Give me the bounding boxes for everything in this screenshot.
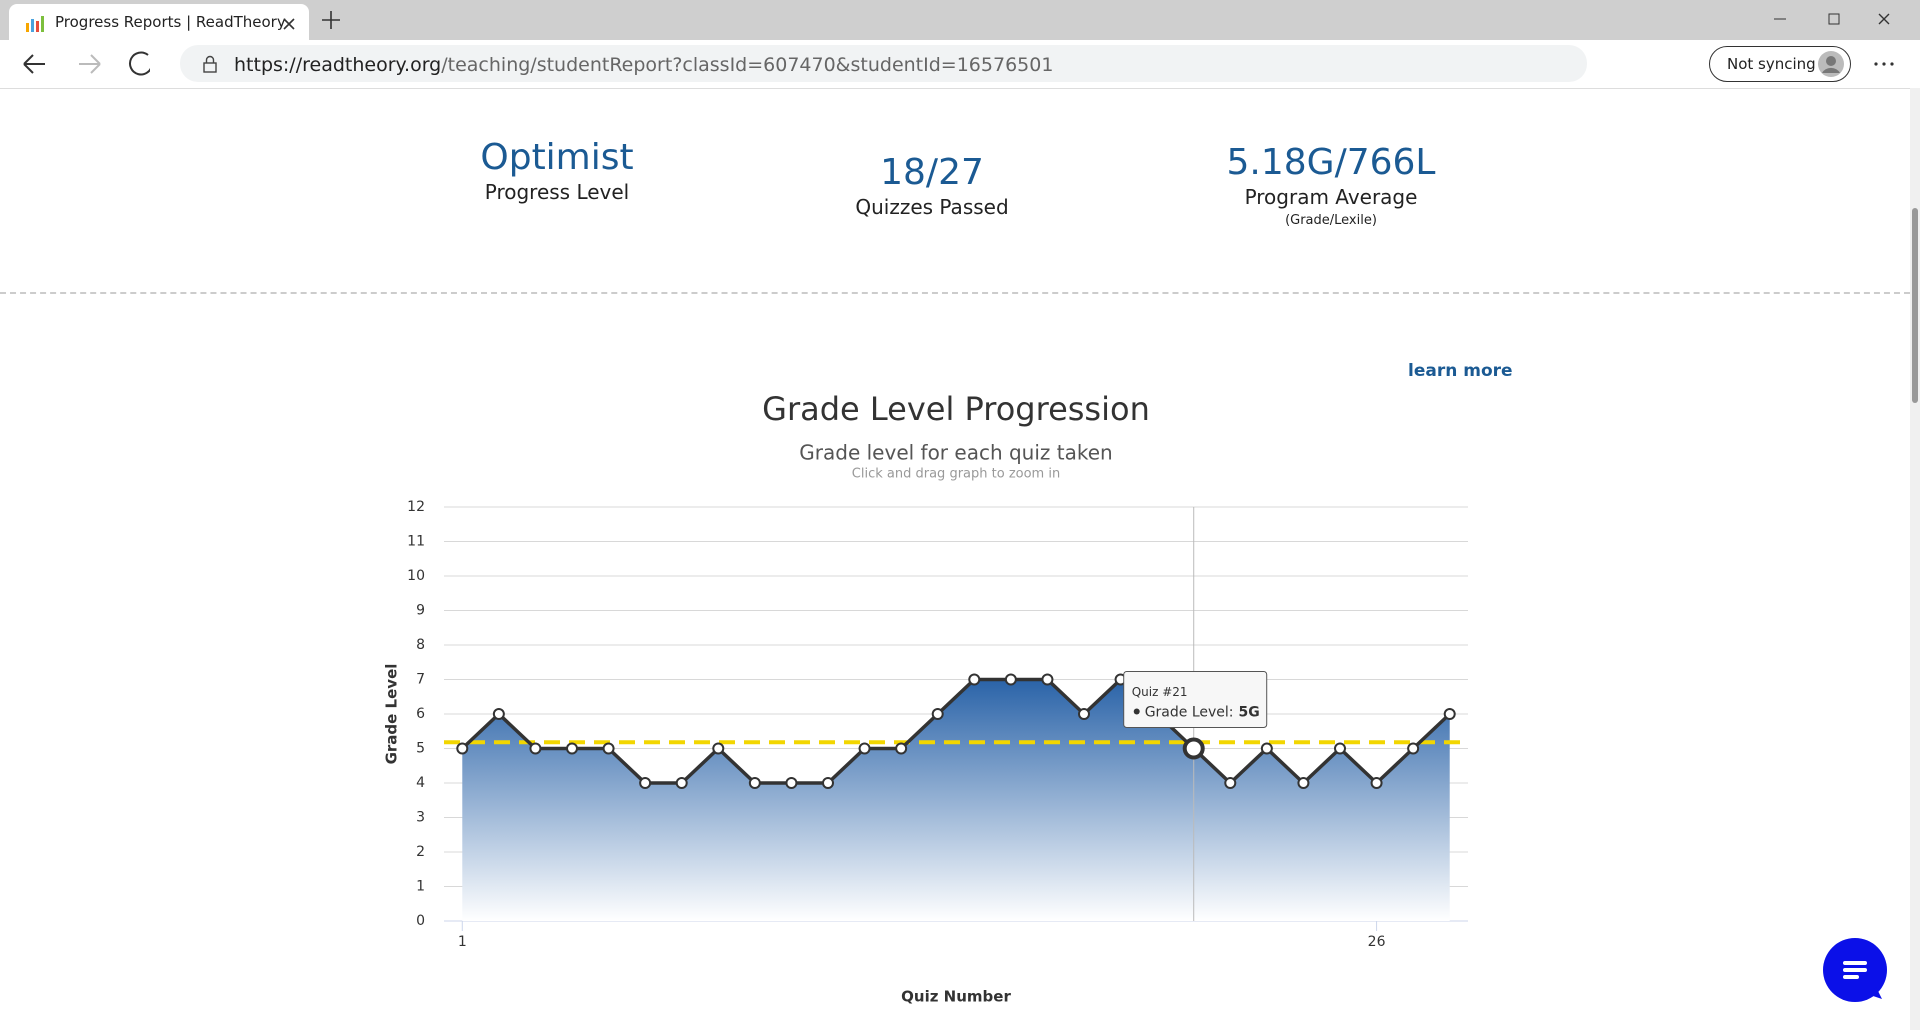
point [895,742,908,755]
tooltip-dot [1133,708,1140,715]
address-bar: https://readtheory.org/teaching/studentR… [0,40,1920,89]
tab[interactable]: Progress Reports | ReadTheory [9,4,309,40]
tooltip-value: 5G [1239,705,1260,721]
y-tick-label: 9 [416,603,425,619]
sync-button[interactable]: Not syncing [1709,46,1851,82]
stat-value: 18/27 [880,152,984,193]
point [748,777,761,789]
y-tick-label: 6 [416,706,425,722]
tab-close[interactable] [281,16,297,32]
window-controls [1774,13,1890,25]
y-tick-label: 0 [416,913,425,929]
menu[interactable] [1870,60,1900,70]
y-tick-label: 8 [416,637,425,653]
url-path: /teaching/studentReport?classId=607470&s… [441,54,1054,76]
point [1004,673,1017,686]
tooltip-box [1123,671,1268,728]
learn-more-link[interactable]: learn more [1408,361,1513,381]
point [1041,673,1054,686]
point [602,742,615,755]
point [1334,742,1346,755]
tooltip-text: Grade Level: 5G [1145,705,1260,721]
point [1407,742,1420,755]
url-field[interactable]: https://readtheory.org/teaching/studentR… [180,45,1587,82]
point [822,777,834,789]
avatar [1818,51,1844,77]
area [462,679,1450,921]
x-axis-title: Quiz Number [901,988,1011,1006]
y-tick-label: 3 [416,810,425,826]
point [1297,777,1310,789]
point [456,742,469,755]
tab-title: Progress Reports | ReadTheory [55,13,286,31]
y-tick-label: 4 [416,775,425,791]
line [461,677,1451,786]
x-tick-label: 1 [458,934,467,950]
point [675,777,688,789]
favicon [26,16,44,32]
chart-subtitle: Grade level for each quiz taken [799,441,1112,465]
point [1078,708,1090,720]
stat-label: Quizzes Passed [855,195,1009,219]
y-tick-label: 10 [407,568,425,584]
chart-note: Click and drag graph to zoom in [852,467,1060,482]
chat-button[interactable] [1820,935,1890,1005]
tooltip-label: Grade Level: [1145,705,1234,721]
y-tick-label: 5 [416,741,425,757]
point [712,742,725,755]
point [1370,777,1383,789]
y-tick-label: 1 [416,879,425,895]
point [931,708,944,720]
point [785,777,798,789]
lock-icon [203,55,217,73]
stat-value: Optimist [480,137,634,178]
point [529,742,542,755]
y-tick-label: 2 [416,844,425,860]
stat-label: Program Average [1244,185,1418,209]
stat-value: 5.18G/766L [1226,142,1436,183]
point [1443,708,1456,720]
y-tick-label: 7 [416,672,425,688]
point [858,742,871,755]
stat: Optimist Progress Level [377,137,737,204]
y-axis-title: Grade Level [383,664,401,765]
stat: 18/27 Quizzes Passed [752,152,1112,219]
y-tick-label: 12 [407,499,425,515]
url-text: https://readtheory.org/teaching/studentR… [234,54,1053,76]
point [492,708,505,720]
tab-bar: Progress Reports | ReadTheory [0,0,1920,40]
stat-label: Progress Level [484,180,630,204]
sync-text: Not syncing [1727,55,1816,73]
point [639,777,652,789]
stat: 5.18G/766L Program Average (Grade/Lexile) [1151,142,1511,228]
point [1182,737,1205,760]
nav-buttons[interactable] [0,40,150,88]
tooltip: Quiz #21 Grade Level: 5G [1123,671,1268,728]
scrollbar[interactable] [1910,88,1920,1030]
point [1224,777,1237,789]
y-tick-label: 11 [407,534,425,550]
point [566,742,578,755]
tooltip-title: Quiz #21 [1132,685,1188,699]
x-tick-label: 26 [1368,934,1386,950]
point [968,673,981,686]
point [1260,742,1273,755]
chart-title: Grade Level Progression [762,390,1150,428]
new-tab[interactable] [319,8,343,32]
stat-note: (Grade/Lexile) [1285,213,1377,228]
divider [0,292,1910,294]
url-host: https://readtheory.org [234,54,442,76]
